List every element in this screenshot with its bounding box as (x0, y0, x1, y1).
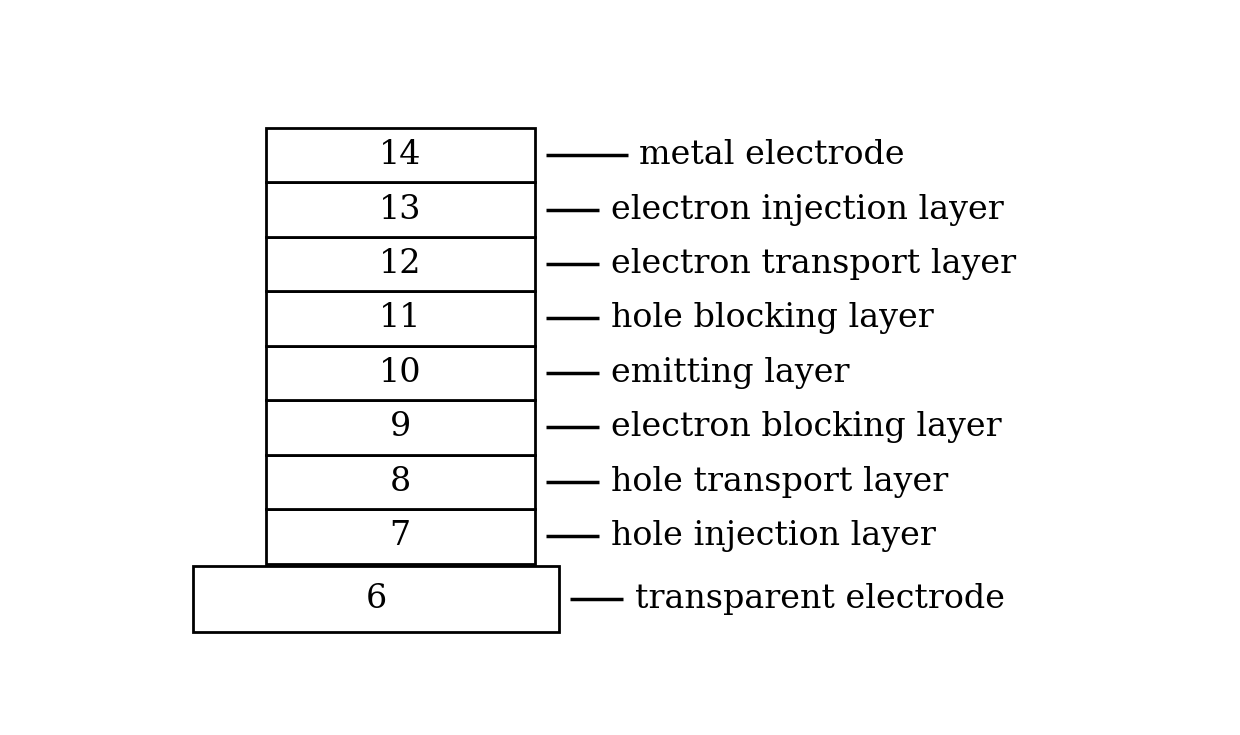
Bar (265, 455, 534, 509)
Text: 10: 10 (378, 357, 422, 389)
Bar (265, 237, 534, 291)
Text: transparent electrode: transparent electrode (635, 583, 1004, 615)
Text: hole blocking layer: hole blocking layer (610, 303, 934, 334)
Bar (265, 182, 534, 237)
Text: 11: 11 (378, 303, 422, 334)
Bar (265, 509, 534, 564)
Text: hole injection layer: hole injection layer (610, 520, 935, 553)
Text: 12: 12 (378, 248, 422, 280)
Text: electron blocking layer: electron blocking layer (610, 412, 1001, 443)
Bar (193, 567, 558, 631)
Bar (265, 128, 534, 182)
Text: electron transport layer: electron transport layer (610, 248, 1016, 280)
Bar (265, 291, 534, 345)
Text: electron injection layer: electron injection layer (610, 193, 1003, 226)
Text: hole transport layer: hole transport layer (610, 466, 947, 498)
Text: 9: 9 (389, 412, 410, 443)
Text: 6: 6 (366, 583, 387, 615)
Text: 13: 13 (378, 193, 422, 226)
Bar (265, 400, 534, 455)
Text: 7: 7 (389, 520, 410, 553)
Text: 14: 14 (379, 139, 422, 171)
Text: 8: 8 (389, 466, 410, 498)
Bar (265, 345, 534, 400)
Text: emitting layer: emitting layer (610, 357, 849, 389)
Text: metal electrode: metal electrode (640, 139, 905, 171)
